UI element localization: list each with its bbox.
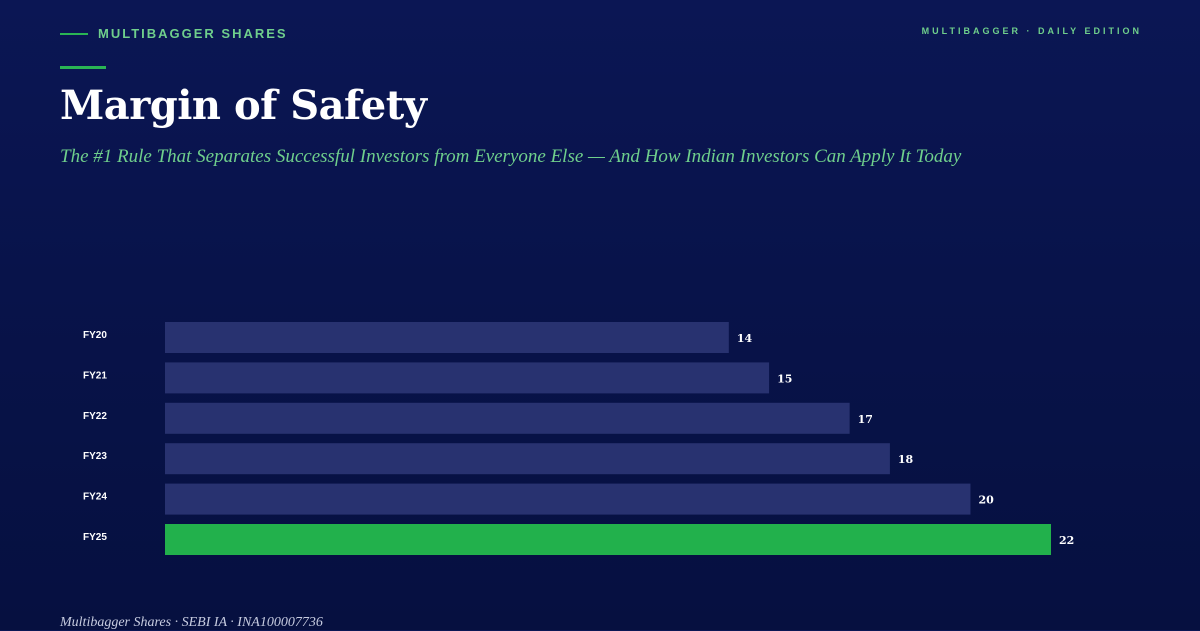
footer-credit: Multibagger Shares · SEBI IA · INA100007… <box>60 615 323 630</box>
category-label: FY25 <box>83 532 107 543</box>
value-label: 18 <box>898 453 914 466</box>
category-label: FY20 <box>83 330 107 341</box>
bar-fy22 <box>165 402 850 434</box>
brand-name: MULTIBAGGER SHARES <box>98 26 288 41</box>
page-subtitle: The #1 Rule That Separates Successful In… <box>60 146 962 167</box>
brand-rule <box>60 32 88 35</box>
value-label: 17 <box>858 413 873 426</box>
value-label: 22 <box>1059 534 1074 547</box>
title-accent-rule <box>60 66 106 69</box>
value-label: 15 <box>777 372 792 385</box>
bar-fy24 <box>165 483 971 515</box>
bar-fy25 <box>165 524 1051 555</box>
edition-label: MULTIBAGGER · DAILY EDITION <box>921 26 1142 36</box>
category-label: FY23 <box>83 451 107 462</box>
bar-fy20 <box>165 322 729 353</box>
category-label: FY24 <box>83 492 107 503</box>
value-label: 14 <box>737 332 753 345</box>
bar-chart: FY20 14 FY21 15 FY22 17 FY23 18 FY24 20 FY25 22 <box>83 322 1074 555</box>
brand: MULTIBAGGER SHARES <box>60 26 288 41</box>
bar-fy23 <box>165 443 890 475</box>
category-label: FY21 <box>83 370 107 381</box>
bar-fy21 <box>165 362 770 394</box>
category-label: FY22 <box>83 411 107 422</box>
value-label: 20 <box>978 494 994 507</box>
page-title: Margin of Safety <box>60 82 427 129</box>
